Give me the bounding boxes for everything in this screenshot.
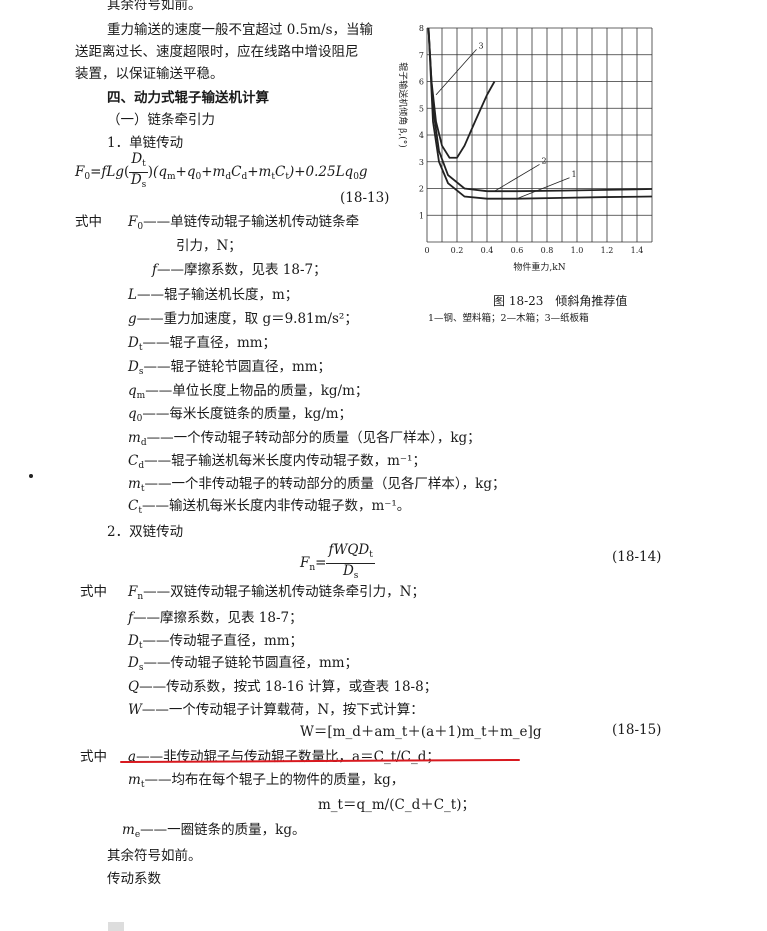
y-tick-label: 1	[419, 211, 424, 220]
definition-item: L——辊子输送机长度，m；	[128, 287, 299, 303]
equation-18-15: W＝[m_d＋am_t＋(a＋1)m_t＋m_e]g	[300, 724, 542, 740]
y-tick-label: 5	[419, 104, 424, 113]
paragraph: 装置，以保证输送平稳。	[75, 66, 224, 82]
definition-item: F0——单链传动辊子输送机传动链条牵	[128, 214, 360, 232]
x-tick-label: 0.4	[481, 246, 494, 255]
x-tick-label: 0.6	[511, 246, 524, 255]
definition-item: q0——每米长度链条的质量，kg/m；	[128, 406, 353, 424]
equation-number: (18-14)	[612, 549, 662, 565]
definition-item: f——摩擦系数，见表 18-7；	[128, 610, 303, 626]
x-axis-label: 物件重力,kN	[513, 261, 565, 273]
section-heading: 四、动力式辊子输送机计算	[107, 90, 269, 106]
scan-speck	[29, 474, 33, 478]
definition-item: md——一个传动辊子转动部分的质量（见各厂样本），kg；	[128, 430, 481, 448]
series-line-1	[427, 27, 653, 200]
leader-line-2	[494, 164, 540, 192]
paragraph: 其余符号如前。	[107, 0, 202, 13]
series-line-2	[427, 27, 653, 193]
subsection-heading: （一）链条牵引力	[107, 112, 215, 128]
paragraph: 传动系数	[107, 871, 161, 887]
equation-number: (18-15)	[612, 722, 662, 738]
paragraph: 其余符号如前。	[107, 848, 202, 864]
definition-item: mt——一个非传动辊子的转动部分的质量（见各厂样本），kg；	[128, 476, 506, 494]
definition-item: g——重力加速度，取 g＝9.81m/s²；	[128, 311, 358, 327]
where-label: 式中	[80, 584, 107, 600]
subsection-heading: 2．双链传动	[107, 524, 184, 540]
y-tick-label: 7	[419, 51, 424, 60]
definition-item: Ct——输送机每米长度内非传动辊子数，m⁻¹。	[128, 498, 411, 516]
equation-mt: m_t＝q_m/(C_d＋C_t)；	[318, 797, 475, 813]
definition-item: mt——均布在每个辊子上的物件的质量，kg，	[128, 772, 405, 790]
y-tick-label: 3	[419, 158, 424, 167]
y-tick-label: 2	[419, 185, 424, 194]
definition-item: Fn——双链传动辊子输送机传动链条牵引力，N；	[128, 584, 425, 602]
y-axis-label: 辊子输送机倾角 β,(°)	[397, 62, 409, 147]
x-tick-label: 1.2	[601, 246, 614, 255]
where-label: 式中	[75, 214, 102, 230]
figure-legend: 1—钢、塑料箱；2—木箱；3—纸板箱	[428, 313, 589, 324]
leader-line-3	[435, 49, 477, 96]
definition-item: Dt——辊子直径，mm；	[128, 335, 277, 353]
series-label-2: 2	[542, 156, 547, 165]
equation-18-13: F0=fLg(Dt Ds)(qm+q0+mdCd+mtCt)+0.25Lq0g	[75, 151, 368, 191]
y-tick-label: 8	[419, 24, 424, 33]
definition-item: Dt——传动辊子直径，mm；	[128, 633, 304, 651]
x-tick-label: 0	[424, 246, 429, 255]
x-tick-label: 0.2	[451, 246, 464, 255]
definition-item: Ds——传动辊子链轮节圆直径，mm；	[128, 655, 359, 673]
definition-item: Q——传动系数，按式 18-16 计算，或查表 18-8；	[128, 679, 438, 695]
subsection-heading: 1．单链传动	[107, 135, 184, 151]
definition-item: Cd——辊子输送机每米长度内传动辊子数，m⁻¹；	[128, 453, 426, 471]
series-label-1: 1	[572, 170, 577, 179]
where-label: 式中	[80, 749, 107, 765]
leader-line-1	[516, 177, 570, 200]
paragraph: 送距离过长、速度超限时，应在线路中增设阻尼	[75, 44, 359, 60]
inclination-chart: 1 2 3 4 5 6 7 8 0 0.2 0.4 0.6 0.8 1.0 1.2 1.4 物件重力,kN 辊子输…	[397, 24, 653, 273]
definition-item: me——一圈链条的质量，kg。	[122, 822, 306, 840]
definition-item: qm——单位长度上物品的质量，kg/m；	[128, 383, 369, 401]
figure-caption: 图 18-23 倾斜角推荐值	[493, 294, 628, 308]
y-tick-label: 4	[419, 131, 424, 140]
equation-number: (18-13)	[340, 190, 390, 206]
paragraph: 重力输送的速度一般不宜超过 0.5m/s，当输	[107, 22, 374, 38]
definition-item: Ds——辊子链轮节圆直径，mm；	[128, 359, 332, 377]
series-line-3	[427, 27, 496, 159]
definition-item: W——一个传动辊子计算载荷，N，按下式计算：	[128, 702, 424, 718]
scan-artifact	[108, 922, 124, 931]
definition-item: f——摩擦系数，见表 18-7；	[152, 262, 327, 278]
y-tick-label: 6	[419, 78, 424, 87]
equation-18-14: Fn= fWQDt Ds	[300, 542, 375, 581]
x-tick-label: 1.4	[631, 246, 644, 255]
x-tick-label: 1.0	[571, 246, 584, 255]
definition-item: 引力，N；	[176, 238, 242, 254]
series-label-3: 3	[479, 41, 484, 50]
x-tick-label: 0.8	[541, 246, 554, 255]
